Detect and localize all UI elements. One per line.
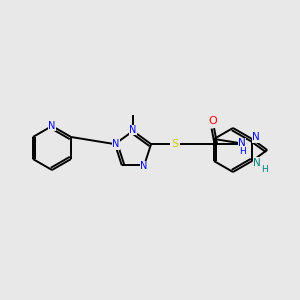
Text: O: O	[209, 116, 218, 126]
Text: N: N	[112, 139, 120, 149]
Text: S: S	[172, 139, 178, 149]
Text: N: N	[253, 158, 261, 168]
Text: N: N	[238, 138, 246, 148]
Text: N: N	[129, 125, 137, 135]
Text: H: H	[239, 147, 245, 156]
Text: N: N	[48, 121, 56, 131]
Text: N: N	[140, 161, 148, 171]
Text: H: H	[261, 164, 267, 173]
Text: N: N	[252, 132, 260, 142]
